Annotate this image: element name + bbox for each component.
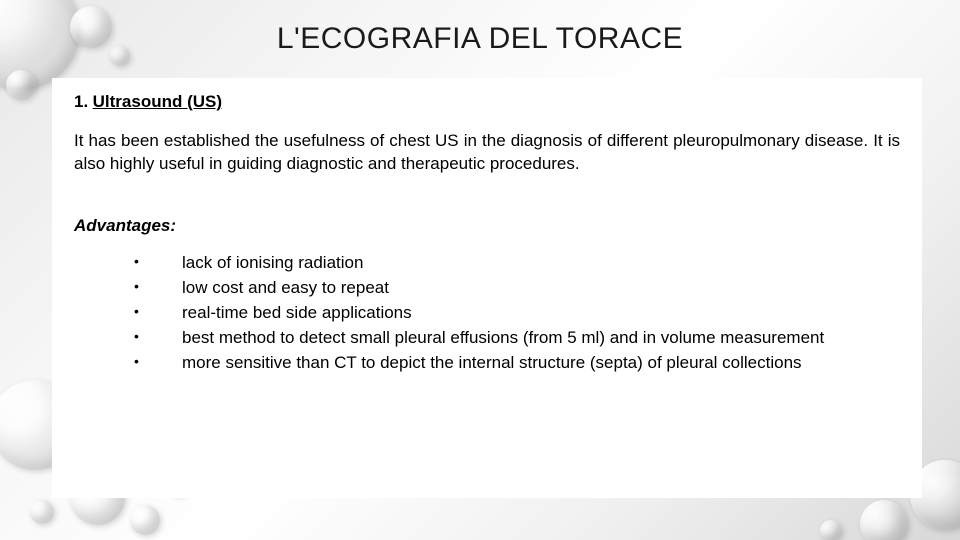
water-drop-icon [30, 500, 54, 524]
section-heading: Ultrasound (US) [93, 92, 222, 111]
section-number: 1. [74, 92, 88, 111]
list-item: best method to detect small pleural effu… [134, 327, 900, 350]
advantages-list: lack of ionising radiation low cost and … [74, 252, 900, 375]
water-drop-icon [130, 505, 160, 535]
section-header: 1. Ultrasound (US) [74, 92, 900, 112]
list-item: more sensitive than CT to depict the int… [134, 352, 900, 375]
content-panel: 1. Ultrasound (US) It has been establish… [52, 78, 922, 498]
water-drop-icon [860, 500, 908, 540]
list-item: real-time bed side applications [134, 302, 900, 325]
water-drop-icon [6, 70, 36, 100]
section-paragraph: It has been established the usefulness o… [74, 130, 900, 176]
slide-title: L'ECOGRAFIA DEL TORACE [0, 0, 960, 56]
list-item: low cost and easy to repeat [134, 277, 900, 300]
water-drop-icon [820, 520, 842, 540]
list-item: lack of ionising radiation [134, 252, 900, 275]
advantages-heading: Advantages: [74, 216, 900, 236]
